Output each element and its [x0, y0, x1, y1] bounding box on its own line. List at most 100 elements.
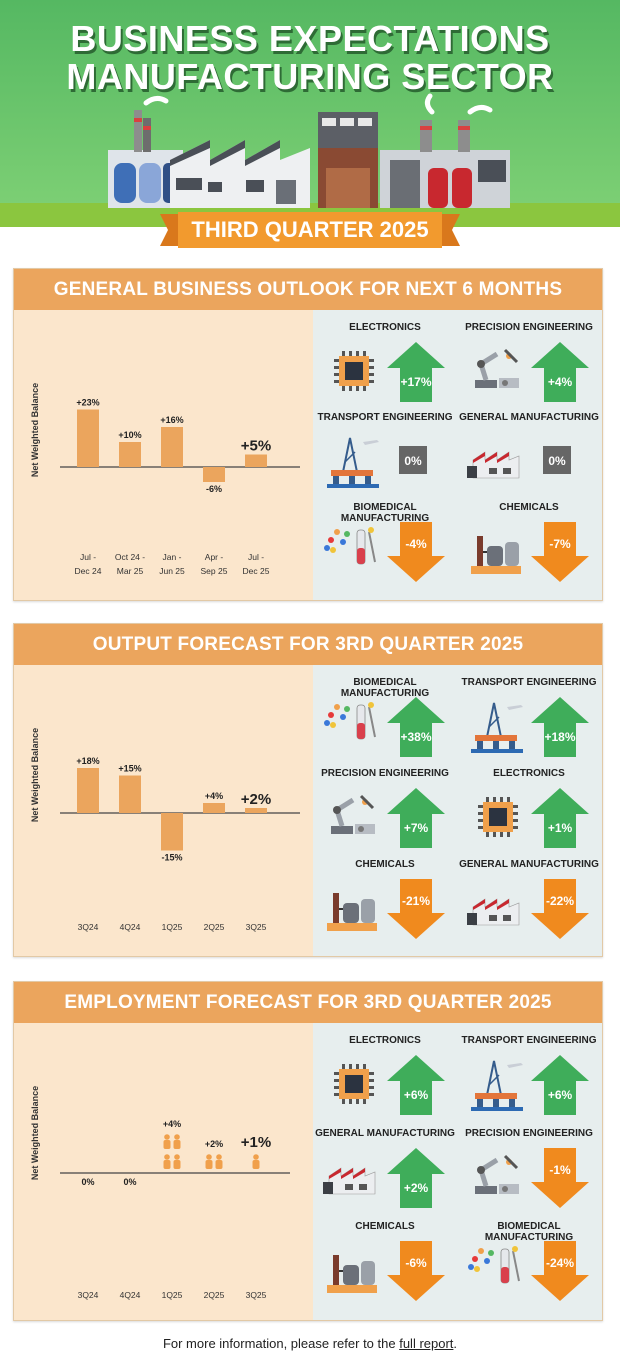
sector-graphic: -4%: [324, 522, 445, 582]
x-tick-label: Dec 24: [75, 566, 102, 576]
sector-card: BIOMEDICAL MANUFACTURING -24%: [457, 1221, 601, 1313]
sector-name: GENERAL MANUFACTURING: [459, 859, 599, 870]
sector-value: +2%: [404, 1181, 429, 1195]
data-label: +16%: [160, 415, 183, 425]
bar: [77, 768, 99, 813]
sector-name: ELECTRONICS: [493, 768, 565, 779]
person-icon: [163, 1134, 171, 1149]
trend-indicator: +6%: [531, 1055, 589, 1115]
sector-card: TRANSPORT ENGINEERING 0%: [313, 412, 457, 504]
sector-graphic: 0%: [327, 437, 427, 488]
chemical-plant-icon: [327, 893, 377, 931]
trend-indicator: 0%: [543, 446, 571, 474]
sector-graphic: +17%: [334, 342, 445, 402]
sector-card: BIOMEDICAL MANUFACTURING -4%: [313, 502, 457, 594]
data-label: +2%: [241, 791, 271, 808]
data-label: +23%: [76, 398, 99, 408]
y-axis-label: Net Weighted Balance: [30, 383, 40, 477]
sector-name: ELECTRONICS: [349, 322, 421, 333]
x-tick-label: Jun 25: [159, 566, 185, 576]
sector-name: PRECISION ENGINEERING: [465, 1128, 593, 1139]
arrow-down-icon: [387, 1241, 445, 1301]
trend-indicator: +38%: [387, 697, 445, 757]
sector-card: CHEMICALS -7%: [457, 502, 601, 594]
bar: [161, 427, 183, 467]
sector-value: +6%: [548, 1088, 573, 1102]
bar: [245, 454, 267, 467]
sector-card: BIOMEDICAL MANUFACTURING +38%: [313, 677, 457, 769]
x-tick-label: Mar 25: [117, 566, 144, 576]
bar: [203, 803, 225, 813]
bar: [245, 808, 267, 813]
sector-card: GENERAL MANUFACTURING +2%: [313, 1128, 457, 1220]
sector-value: +4%: [548, 375, 573, 389]
sector-value: -24%: [546, 1256, 574, 1270]
chip-icon: [478, 797, 518, 837]
sector-graphic: +7%: [331, 788, 445, 848]
bar: [119, 442, 141, 467]
sector-value: -21%: [402, 894, 430, 908]
sector-graphic: -24%: [468, 1241, 589, 1301]
y-axis-label: Net Weighted Balance: [30, 728, 40, 822]
sector-card: PRECISION ENGINEERING +4%: [457, 322, 601, 414]
sector-grid: ELECTRONICS +17% PRECISION ENGINEERING +4% T…: [313, 310, 602, 600]
arrow-up-icon: [387, 1055, 445, 1115]
sector-card: GENERAL MANUFACTURING -22%: [457, 859, 601, 951]
trend-indicator: -7%: [531, 522, 589, 582]
arrow-down-icon: [531, 522, 589, 582]
trend-indicator: -24%: [531, 1241, 589, 1301]
sector-graphic: +4%: [475, 342, 589, 402]
panel-title: GENERAL BUSINESS OUTLOOK FOR NEXT 6 MONT…: [14, 269, 602, 310]
header: BUSINESS EXPECTATIONS MANUFACTURING SECT…: [0, 0, 620, 255]
arrow-up-icon: [387, 788, 445, 848]
arrow-down-icon: [531, 1241, 589, 1301]
chip-icon: [334, 351, 374, 391]
lab-icon: [324, 527, 376, 565]
trend-indicator: +7%: [387, 788, 445, 848]
person-icon: [215, 1154, 223, 1169]
sector-value: -22%: [546, 894, 574, 908]
x-tick-label: Jul -: [80, 552, 96, 562]
sector-graphic: +2%: [323, 1148, 445, 1208]
sector-card: GENERAL MANUFACTURING 0%: [457, 412, 601, 504]
trend-indicator: +4%: [531, 342, 589, 402]
trend-indicator: +6%: [387, 1055, 445, 1115]
sector-graphic: -7%: [471, 522, 589, 582]
sector-value: -4%: [405, 537, 427, 551]
panel-2: OUTPUT FORECAST FOR 3RD QUARTER 2025 Net …: [13, 623, 603, 957]
bar-chart: Net Weighted Balance +18% 3Q24 +15% 4Q24 -15%…: [30, 728, 300, 932]
factory-icon: [467, 451, 520, 479]
data-label: -6%: [206, 484, 222, 494]
data-label: +1%: [241, 1134, 271, 1151]
bar: [77, 409, 99, 467]
sector-grid: ELECTRONICS +6% TRANSPORT ENGINEERING +6% GE…: [313, 1023, 602, 1320]
trend-indicator: -22%: [531, 879, 589, 939]
person-icon: [205, 1154, 213, 1169]
sector-card: CHEMICALS -21%: [313, 859, 457, 951]
header-title-line2: MANUFACTURING SECTOR: [66, 56, 554, 97]
arrow-up-icon: [387, 1148, 445, 1208]
data-label: 0%: [123, 1177, 136, 1187]
lab-icon: [468, 1246, 520, 1284]
footer-end: .: [453, 1336, 458, 1351]
lab-icon: [324, 702, 376, 740]
sector-value: 0%: [548, 454, 566, 468]
sector-name: CHEMICALS: [355, 859, 415, 870]
full-report-link[interactable]: full report: [399, 1336, 454, 1351]
sector-card: ELECTRONICS +6%: [313, 1035, 457, 1127]
sector-value: +1%: [548, 821, 573, 835]
factory-icon: [467, 898, 520, 926]
trend-indicator: -6%: [387, 1241, 445, 1301]
data-label: +4%: [163, 1119, 181, 1129]
sector-name: TRANSPORT ENGINEERING: [461, 677, 597, 688]
trend-indicator: -21%: [387, 879, 445, 939]
sector-name: CHEMICALS: [355, 1221, 415, 1232]
oil-rig-icon: [327, 437, 379, 488]
neutral-square-icon: [399, 446, 427, 474]
x-tick-label: 3Q24: [78, 922, 99, 932]
neutral-square-icon: [543, 446, 571, 474]
sector-card: ELECTRONICS +17%: [313, 322, 457, 414]
sector-card: PRECISION ENGINEERING +7%: [313, 768, 457, 860]
header-illustration: [0, 0, 620, 255]
